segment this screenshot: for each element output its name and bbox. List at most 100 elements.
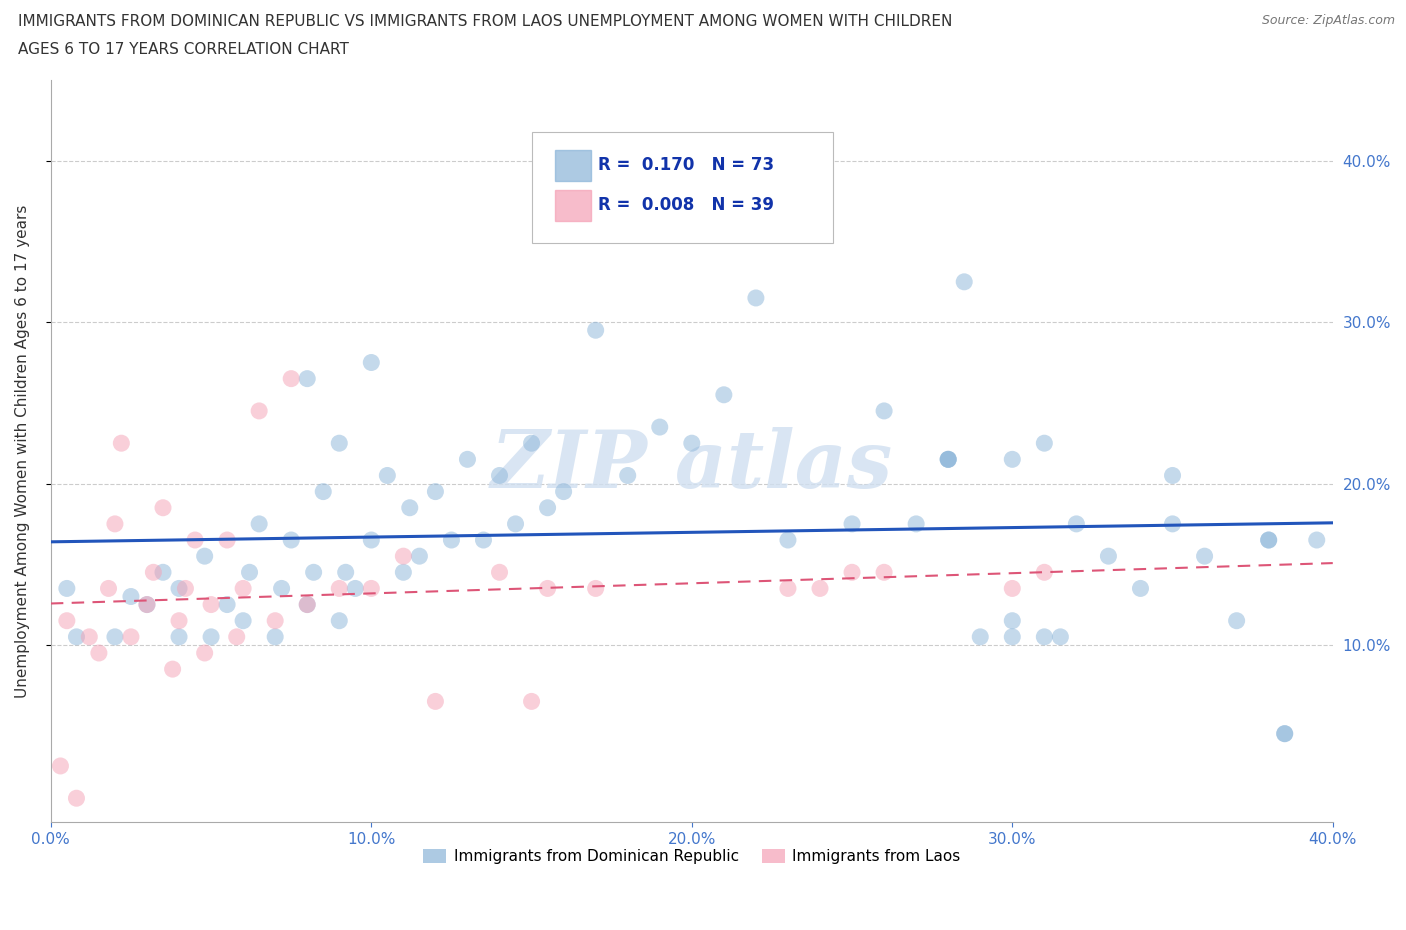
Point [142,565,165,579]
Point [1097,549,1119,564]
Point [392,549,415,564]
Point [1001,630,1024,644]
Point [110,436,132,451]
Point [247,516,270,531]
Point [1274,726,1296,741]
Point [200,630,222,644]
Point [375,468,398,483]
Point [1257,533,1279,548]
Point [328,581,350,596]
Text: AGES 6 TO 17 YEARS CORRELATION CHART: AGES 6 TO 17 YEARS CORRELATION CHART [18,42,349,57]
Point [585,581,607,596]
Point [392,565,415,579]
Point [953,274,976,289]
Point [247,404,270,418]
Y-axis label: Unemployment Among Women with Children Ages 6 to 17 years: Unemployment Among Women with Children A… [15,205,30,698]
Point [167,630,190,644]
Point [200,597,222,612]
Point [1033,436,1056,451]
Point [328,613,350,628]
Legend: Immigrants from Dominican Republic, Immigrants from Laos: Immigrants from Dominican Republic, Immi… [418,844,966,870]
Point [65,630,87,644]
Point [1161,516,1184,531]
Point [1257,533,1279,548]
Point [776,533,799,548]
Text: R =  0.170   N = 73: R = 0.170 N = 73 [598,155,775,174]
Point [162,661,184,676]
Point [841,516,863,531]
Point [905,516,928,531]
Point [536,500,558,515]
Point [152,500,174,515]
Point [360,581,382,596]
Point [264,613,287,628]
Point [335,565,357,579]
Point [360,355,382,370]
Point [79,630,101,644]
Point [217,533,239,548]
Point [1226,613,1249,628]
Point [360,533,382,548]
Point [232,581,254,596]
Point [1049,630,1071,644]
Point [328,436,350,451]
Point [174,581,197,596]
Point [1066,516,1088,531]
Point [1194,549,1216,564]
Point [97,581,120,596]
Point [297,371,319,386]
Point [536,581,558,596]
Point [1033,630,1056,644]
Point [302,565,325,579]
Point [270,581,292,596]
Point [280,533,302,548]
Point [1129,581,1152,596]
Point [936,452,959,467]
Point [167,613,190,628]
Point [1001,581,1024,596]
Point [312,485,335,499]
Point [1306,533,1329,548]
FancyBboxPatch shape [554,150,591,181]
Point [56,613,79,628]
Point [425,694,447,709]
Point [936,452,959,467]
Point [648,419,671,434]
Point [104,516,127,531]
Point [120,630,142,644]
Point [136,597,159,612]
Point [936,452,959,467]
Point [873,404,896,418]
Point [488,468,510,483]
FancyBboxPatch shape [554,190,591,221]
Point [1001,613,1024,628]
Point [425,485,447,499]
Point [344,581,367,596]
Point [1161,468,1184,483]
Point [456,452,478,467]
Point [297,597,319,612]
Point [217,597,239,612]
Point [505,516,527,531]
Point [194,549,217,564]
Point [1033,565,1056,579]
Point [553,485,575,499]
Point [280,371,302,386]
Text: IMMIGRANTS FROM DOMINICAN REPUBLIC VS IMMIGRANTS FROM LAOS UNEMPLOYMENT AMONG WO: IMMIGRANTS FROM DOMINICAN REPUBLIC VS IM… [18,14,953,29]
Point [1274,726,1296,741]
Point [56,581,79,596]
Point [776,581,799,596]
Point [184,533,207,548]
Text: R =  0.008   N = 39: R = 0.008 N = 39 [598,196,775,214]
Point [152,565,174,579]
Text: Source: ZipAtlas.com: Source: ZipAtlas.com [1261,14,1395,27]
Point [713,387,735,402]
Point [616,468,638,483]
Point [65,790,87,805]
Point [808,581,831,596]
Point [841,565,863,579]
Point [440,533,463,548]
Point [167,581,190,596]
Point [87,645,110,660]
Point [873,565,896,579]
